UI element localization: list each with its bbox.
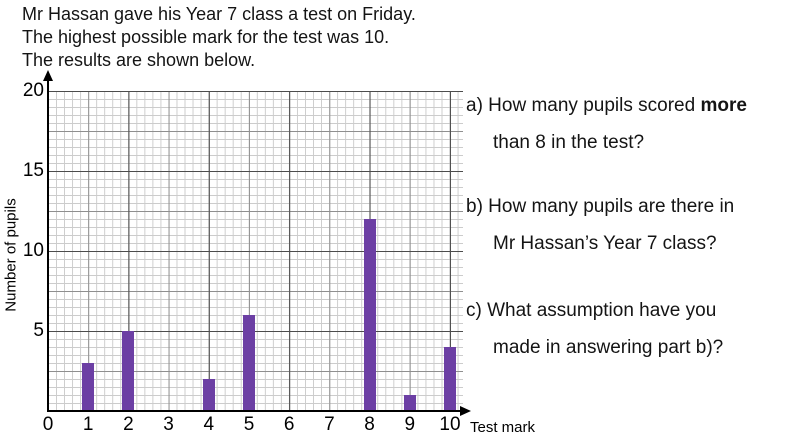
bar-chart-plot-area: [48, 91, 463, 411]
bar-mark-9: [403, 395, 416, 411]
y-axis-arrow-icon: [43, 70, 53, 81]
question-a: a) How many pupils scored more than 8 in …: [466, 87, 794, 161]
x-axis-arrow-icon: [460, 406, 471, 416]
x-tick-label-3: 3: [163, 414, 174, 435]
question-c: c) What assumption have you made in answe…: [466, 292, 794, 366]
x-tick-label-8: 8: [364, 414, 375, 435]
bar-mark-1: [82, 363, 95, 411]
x-tick-label-2: 2: [123, 414, 134, 435]
question-b: b) How many pupils are there in Mr Hassan…: [466, 188, 794, 262]
question-line-2: made in answering part b)?: [493, 337, 724, 358]
x-tick-label-7: 7: [324, 414, 335, 435]
x-tick-label-4: 4: [203, 414, 215, 435]
bar-mark-4: [202, 379, 215, 411]
y-tick-label-5: 5: [33, 320, 44, 341]
bar-mark-10: [444, 347, 456, 411]
x-tick-label-10: 10: [439, 414, 461, 435]
y-axis-title: Number of pupils: [2, 198, 20, 312]
question-line-1: c) What assumption have you: [466, 300, 717, 321]
question-line-1: a) How many pupils scored more: [466, 95, 747, 116]
x-axis-title: Test mark: [470, 419, 536, 436]
x-tick-label-6: 6: [283, 414, 295, 435]
intro-line-3: The results are shown below.: [22, 50, 256, 70]
question-line-2: Mr Hassan’s Year 7 class?: [493, 233, 717, 254]
intro-line-1: Mr Hassan gave his Year 7 class a test o…: [22, 4, 416, 24]
bar-mark-2: [122, 331, 135, 411]
y-axis-line: [47, 80, 49, 411]
y-tick-label-10: 10: [22, 240, 44, 261]
intro-line-2: The highest possible mark for the test w…: [22, 27, 390, 47]
x-tick-label-5: 5: [243, 414, 255, 435]
x-tick-label-9: 9: [404, 414, 416, 435]
intro-text: Mr Hassan gave his Year 7 class a test o…: [22, 3, 416, 72]
x-axis-line: [47, 410, 462, 412]
x-tick-label-0: 0: [42, 414, 54, 435]
bar-mark-5: [243, 315, 255, 411]
bar-mark-8: [363, 219, 376, 411]
y-tick-label-20: 20: [22, 80, 44, 101]
question-bold-text: more: [700, 95, 747, 116]
question-line-1: b) How many pupils are there in: [466, 196, 735, 217]
question-line-2: than 8 in the test?: [493, 132, 645, 153]
x-tick-label-1: 1: [82, 414, 94, 435]
y-tick-label-15: 15: [22, 160, 44, 181]
